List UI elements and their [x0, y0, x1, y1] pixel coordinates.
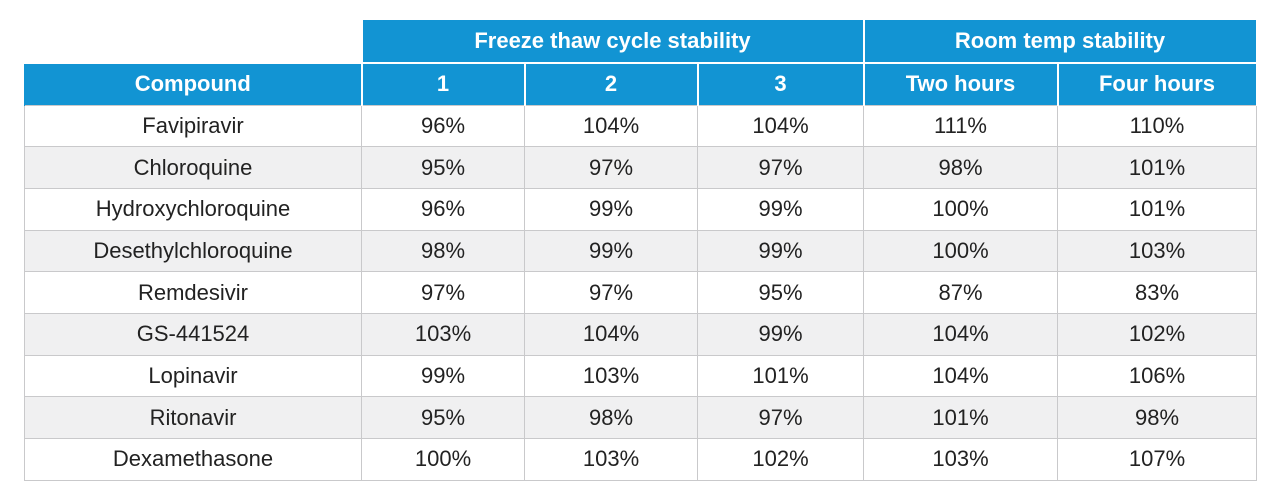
value-cell: 98%: [1057, 396, 1257, 439]
column-header-cycle-3: 3: [696, 62, 865, 105]
column-header-cycle-2: 2: [523, 62, 699, 105]
value-cell: 107%: [1057, 438, 1257, 481]
value-cell: 104%: [524, 312, 698, 356]
value-cell: 111%: [863, 104, 1058, 148]
value-cell: 95%: [697, 271, 864, 314]
value-cell: 100%: [361, 438, 525, 481]
column-header-two-hours: Two hours: [862, 62, 1059, 105]
value-cell: 103%: [361, 312, 525, 356]
compound-cell: Favipiravir: [24, 104, 362, 148]
value-cell: 97%: [697, 396, 864, 439]
compound-cell: Remdesivir: [24, 271, 362, 314]
value-cell: 87%: [863, 271, 1058, 314]
table-row: Favipiravir 96% 104% 104% 111% 110%: [24, 104, 1257, 148]
value-cell: 106%: [1057, 354, 1257, 398]
value-cell: 96%: [361, 187, 525, 231]
value-cell: 102%: [1057, 312, 1257, 356]
column-header-compound: Compound: [24, 62, 363, 105]
value-cell: 99%: [524, 187, 698, 231]
value-cell: 99%: [697, 187, 864, 231]
value-cell: 99%: [524, 229, 698, 273]
value-cell: 103%: [863, 438, 1058, 481]
group-header-row: Freeze thaw cycle stability Room temp st…: [24, 20, 1258, 63]
value-cell: 97%: [697, 146, 864, 189]
compound-cell: GS-441524: [24, 312, 362, 356]
value-cell: 100%: [863, 229, 1058, 273]
column-header-cycle-1: 1: [360, 62, 526, 105]
compound-cell: Hydroxychloroquine: [24, 187, 362, 231]
value-cell: 95%: [361, 396, 525, 439]
value-cell: 101%: [697, 354, 864, 398]
compound-cell: Ritonavir: [24, 396, 362, 439]
value-cell: 103%: [524, 438, 698, 481]
value-cell: 99%: [697, 229, 864, 273]
value-cell: 103%: [524, 354, 698, 398]
table-row: Ritonavir 95% 98% 97% 101% 98%: [24, 396, 1257, 439]
value-cell: 96%: [361, 104, 525, 148]
value-cell: 102%: [697, 438, 864, 481]
value-cell: 101%: [1057, 187, 1257, 231]
table-row: Dexamethasone 100% 103% 102% 103% 107%: [24, 438, 1257, 481]
compound-cell: Desethylchloroquine: [24, 229, 362, 273]
table-row: GS-441524 103% 104% 99% 104% 102%: [24, 312, 1257, 356]
value-cell: 110%: [1057, 104, 1257, 148]
compound-cell: Dexamethasone: [24, 438, 362, 481]
value-cell: 101%: [1057, 146, 1257, 189]
value-cell: 104%: [863, 312, 1058, 356]
value-cell: 98%: [863, 146, 1058, 189]
column-header-four-hours: Four hours: [1056, 62, 1258, 105]
table-body: Favipiravir 96% 104% 104% 111% 110% Chlo…: [24, 104, 1257, 481]
table-row: Chloroquine 95% 97% 97% 98% 101%: [24, 146, 1257, 189]
compound-cell: Lopinavir: [24, 354, 362, 398]
group-header-freeze-thaw: Freeze thaw cycle stability: [360, 20, 865, 63]
value-cell: 104%: [697, 104, 864, 148]
value-cell: 98%: [361, 229, 525, 273]
compound-cell: Chloroquine: [24, 146, 362, 189]
value-cell: 104%: [524, 104, 698, 148]
table-row: Hydroxychloroquine 96% 99% 99% 100% 101%: [24, 187, 1257, 231]
column-header-row: Compound 1 2 3 Two hours Four hours: [24, 62, 1258, 105]
table-row: Desethylchloroquine 98% 99% 99% 100% 103…: [24, 229, 1257, 273]
table-row: Lopinavir 99% 103% 101% 104% 106%: [24, 354, 1257, 398]
value-cell: 99%: [361, 354, 525, 398]
stability-table: Freeze thaw cycle stability Room temp st…: [24, 20, 1258, 481]
value-cell: 104%: [863, 354, 1058, 398]
value-cell: 97%: [361, 271, 525, 314]
value-cell: 103%: [1057, 229, 1257, 273]
value-cell: 95%: [361, 146, 525, 189]
value-cell: 98%: [524, 396, 698, 439]
value-cell: 99%: [697, 312, 864, 356]
value-cell: 83%: [1057, 271, 1257, 314]
group-header-blank: [24, 20, 362, 63]
value-cell: 97%: [524, 146, 698, 189]
group-header-room-temp: Room temp stability: [862, 20, 1258, 63]
value-cell: 97%: [524, 271, 698, 314]
value-cell: 100%: [863, 187, 1058, 231]
value-cell: 101%: [863, 396, 1058, 439]
table-row: Remdesivir 97% 97% 95% 87% 83%: [24, 271, 1257, 314]
